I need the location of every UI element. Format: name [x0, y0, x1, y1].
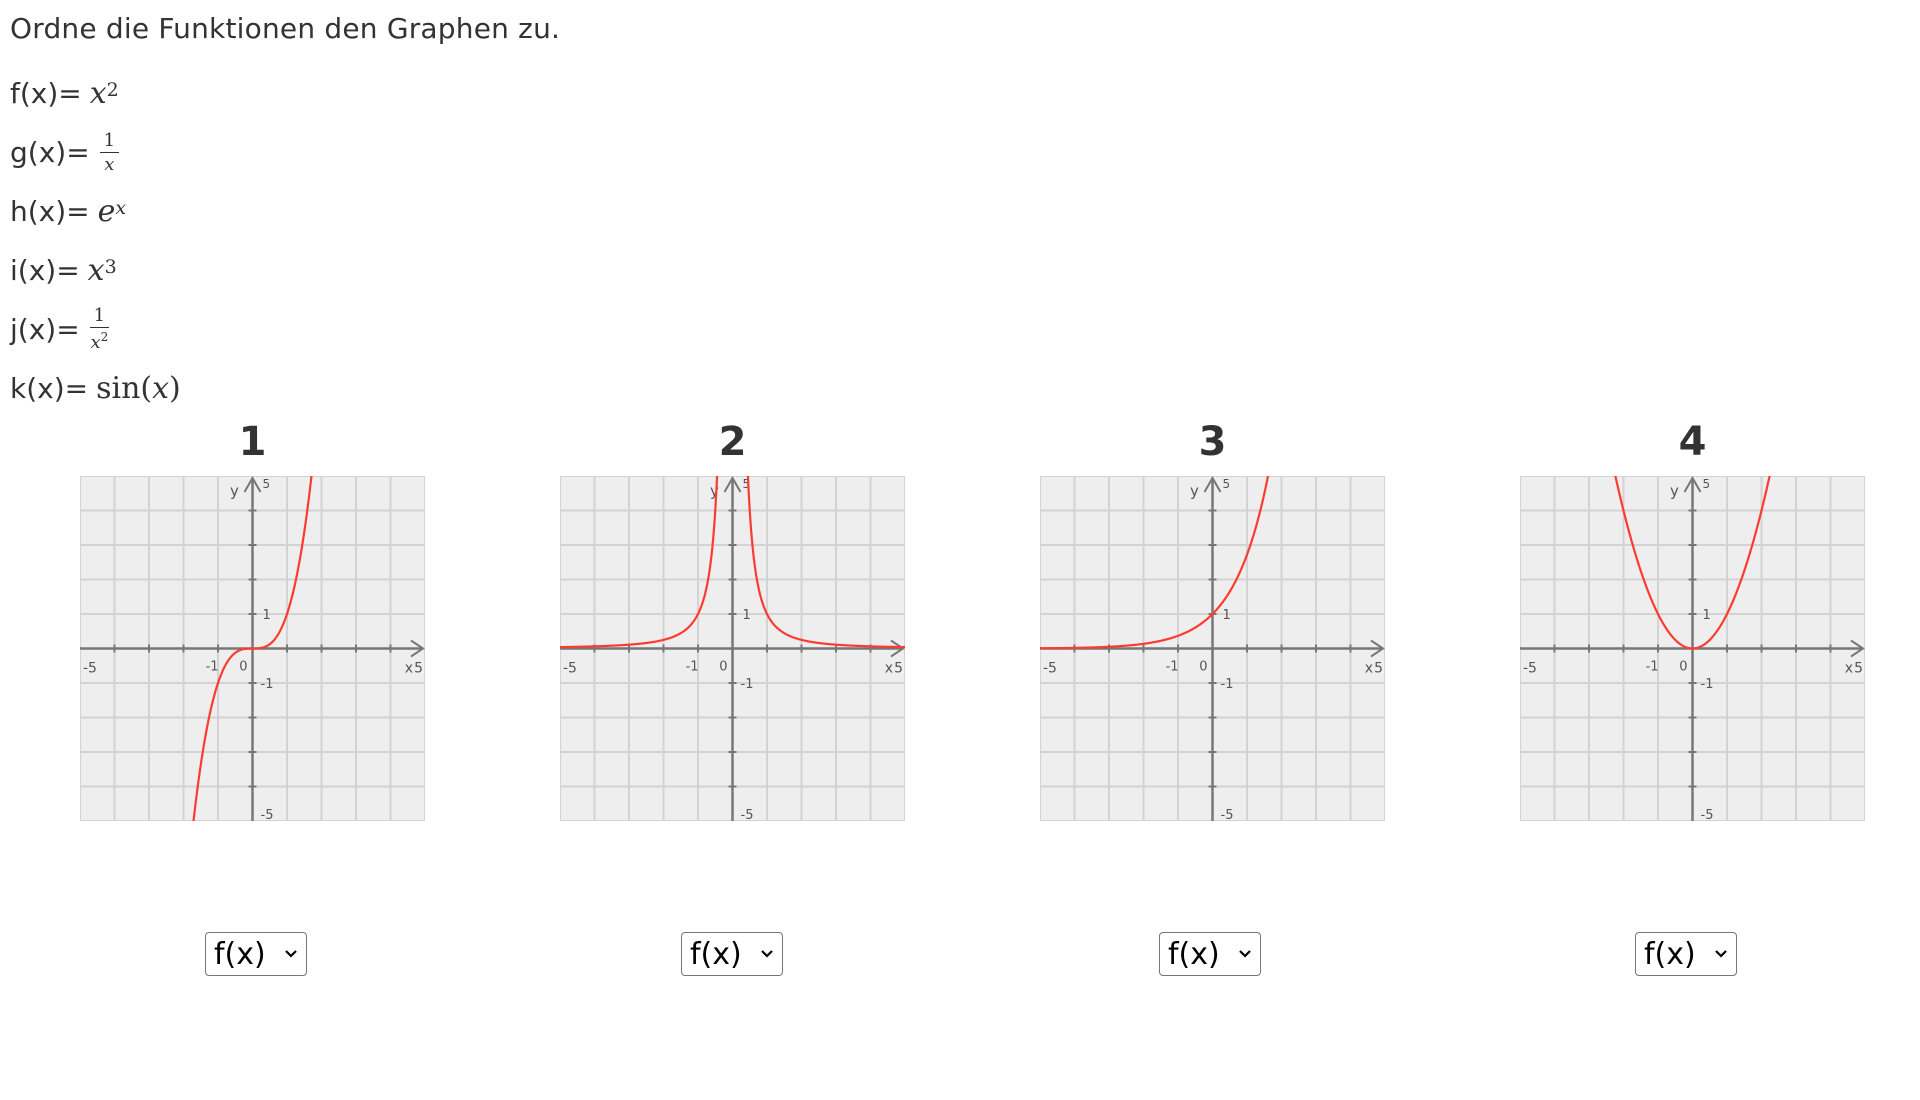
tick-label-y-neg5: -5: [1221, 808, 1234, 821]
graph-title: 3: [1198, 419, 1227, 465]
function-j: j(x)= 1 x2: [10, 300, 181, 359]
y-axis-arrow: [1683, 476, 1702, 493]
graph-plot-3: -5 5x-1 01-15-5y: [1040, 476, 1385, 821]
x-axis-arrow: [1850, 639, 1865, 658]
graph-plot-4: -5 5x-1 01-15-5y: [1520, 476, 1865, 821]
tick-label-x-neg5: -5: [1043, 661, 1057, 677]
tick-label-x-neg1: -1: [1646, 660, 1659, 675]
tick-label-y-neg5: -5: [1701, 808, 1714, 821]
tick-label-y-5: 5: [263, 477, 271, 491]
y-axis-label: y: [1670, 482, 1679, 500]
tick-label-origin: 0: [1679, 660, 1687, 675]
tick-label-y-neg1: -1: [741, 677, 754, 692]
x-axis-arrow: [890, 639, 905, 658]
tick-label-x-5: 5: [894, 661, 903, 677]
graph-panel-2: 2 -5 5 x -1 0 1 -1 5 -5 y: [560, 418, 905, 821]
tick-label-y-1: 1: [1703, 608, 1711, 623]
graph-plot-2: -5 5x-1 01-15-5y: [560, 476, 905, 821]
y-axis-arrow: [243, 476, 262, 493]
tick-label-origin: 0: [719, 660, 727, 675]
tick-label-x-neg1: -1: [686, 660, 699, 675]
graph-title: 2: [718, 419, 747, 465]
x-axis-label: x: [405, 661, 413, 677]
chevron-down-icon: [285, 950, 297, 958]
graph-panel-4: 4 -5 5 x -1 0 1 -1 5 -5 y: [1520, 418, 1865, 821]
tick-label-y-neg5: -5: [741, 808, 754, 821]
tick-label-y-neg5: -5: [261, 808, 274, 821]
tick-label-y-neg1: -1: [1701, 677, 1714, 692]
function-curve: [1614, 476, 1771, 650]
x-axis-label: x: [885, 661, 893, 677]
y-axis-label: y: [230, 482, 239, 500]
tick-label-y-5: 5: [1223, 477, 1231, 491]
x-axis-arrow: [410, 639, 425, 658]
tick-label-origin: 0: [239, 660, 247, 675]
chevron-down-icon: [761, 950, 773, 958]
task-prompt: Ordne die Funktionen den Graphen zu.: [10, 12, 561, 45]
tick-label-x-5: 5: [414, 661, 423, 677]
tick-label-y-1: 1: [1223, 608, 1231, 623]
function-expr: 1 x2: [89, 305, 110, 353]
graph-2-function-select[interactable]: f(x): [681, 932, 783, 976]
function-label: h(x)=: [10, 195, 90, 228]
y-axis-label: y: [1190, 482, 1199, 500]
select-value: f(x): [690, 936, 742, 972]
graph-title: 1: [238, 419, 267, 465]
tick-label-x-neg1: -1: [206, 660, 219, 675]
tick-label-x-neg5: -5: [563, 661, 577, 677]
chevron-down-icon: [1715, 950, 1727, 958]
graph-plot-1: -5 5x-1 01-15-5y: [80, 476, 425, 821]
tick-label-y-1: 1: [743, 608, 751, 623]
function-expr: sin(x): [96, 371, 181, 406]
x-axis-label: x: [1365, 661, 1373, 677]
tick-label-x-neg5: -5: [1523, 661, 1537, 677]
y-axis-label: y: [710, 482, 719, 500]
select-value: f(x): [1168, 936, 1220, 972]
tick-label-x-5: 5: [1854, 661, 1863, 677]
tick-label-y-5: 5: [743, 477, 751, 491]
tick-label-y-5: 5: [1703, 477, 1711, 491]
x-axis-label: x: [1845, 661, 1853, 677]
graph-title: 4: [1678, 419, 1707, 465]
graph-4-function-select[interactable]: f(x): [1635, 932, 1737, 976]
tick-label-y-neg1: -1: [1221, 677, 1234, 692]
function-label: i(x)=: [10, 254, 80, 287]
tick-label-y-neg1: -1: [261, 677, 274, 692]
tick-label-x-5: 5: [1374, 661, 1383, 677]
x-axis-arrow: [1370, 639, 1385, 658]
tick-label-y-1: 1: [263, 608, 271, 623]
function-label: g(x)=: [10, 136, 90, 169]
graph-panel-3: 3 -5 5 x -1 0 1 -1 5 -5 y: [1040, 418, 1385, 821]
graph-panel-1: 1 -5 5 x -1 0 1 -1 5 -5 y: [80, 418, 425, 821]
function-k: k(x)= sin(x): [10, 359, 181, 418]
function-curve: [192, 476, 313, 821]
select-value: f(x): [1644, 936, 1696, 972]
function-curve: [560, 476, 905, 649]
function-label: f(x)=: [10, 77, 82, 110]
tick-label-x-neg1: -1: [1166, 660, 1179, 675]
chevron-down-icon: [1239, 950, 1251, 958]
tick-label-origin: 0: [1199, 660, 1207, 675]
function-label: k(x)=: [10, 372, 89, 405]
y-axis-arrow: [723, 476, 742, 493]
tick-label-x-neg5: -5: [83, 661, 97, 677]
y-axis-arrow: [1203, 476, 1222, 493]
function-curve: [1040, 476, 1270, 650]
select-value: f(x): [214, 936, 266, 972]
graph-1-function-select[interactable]: f(x): [205, 932, 307, 976]
function-label: j(x)=: [10, 313, 80, 346]
graph-3-function-select[interactable]: f(x): [1159, 932, 1261, 976]
